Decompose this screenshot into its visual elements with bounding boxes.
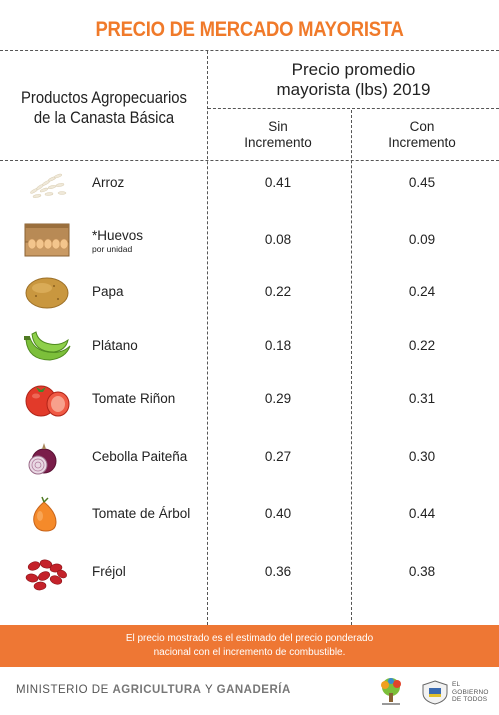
tree-tomato-icon: [33, 496, 57, 532]
price-sin-incremento: 0.27: [264, 449, 292, 464]
plantain-icon: [24, 331, 71, 361]
table-row: Tomate de Árbol 0.40 0.44: [0, 486, 499, 544]
price-con-incremento: 0.30: [408, 449, 436, 464]
products-header-line2: de la Canasta Básica: [33, 109, 175, 127]
beans-icon: [25, 559, 67, 591]
price-header-line2: mayorista (lbs) 2019: [276, 80, 431, 99]
price-sin-incremento: 0.22: [264, 284, 292, 299]
footnote-line2: nacional con el incremento de combustibl…: [153, 647, 346, 658]
rice-icon: [30, 173, 67, 198]
page-title: PRECIO DE MERCADO MAYORISTA: [95, 18, 404, 41]
egg-carton-icon: [24, 223, 70, 257]
product-name-text: *Huevos: [92, 228, 144, 243]
price-sin-incremento: 0.18: [264, 338, 292, 353]
col-header-con-incremento: Con Incremento: [352, 119, 492, 151]
col-header-sin-line1: Sin: [268, 119, 288, 134]
table-row: Plátano 0.18 0.22: [0, 318, 499, 376]
product-name: Plátano: [92, 338, 138, 353]
product-name: Arroz: [92, 175, 125, 190]
product-name: Tomate Riñon: [92, 391, 176, 406]
col-header-sin-line2: Incremento: [244, 135, 312, 150]
price-con-incremento: 0.38: [408, 564, 436, 579]
footnote-banner: El precio mostrado es el estimado del pr…: [0, 625, 499, 667]
onion-icon: [28, 443, 57, 475]
col-header-sin-incremento: Sin Incremento: [208, 119, 348, 151]
col-header-con-line1: Con: [409, 119, 435, 134]
price-sin-incremento: 0.40: [264, 506, 292, 521]
price-sin-incremento: 0.36: [264, 564, 292, 579]
table-row: Cebolla Paiteña 0.27 0.30: [0, 429, 499, 487]
product-unit-note: por unidad: [92, 244, 133, 254]
table-row: *Huevos por unidad 0.08 0.09: [0, 212, 499, 270]
price-con-incremento: 0.44: [408, 506, 436, 521]
footer: MINISTERIO DE AGRICULTURA Y GANADERÍA EL…: [0, 667, 499, 715]
title-divider: [0, 50, 499, 51]
subheader-divider: [208, 108, 499, 109]
price-header-line1: Precio promedio: [291, 60, 416, 79]
footnote-line1: El precio mostrado es el estimado del pr…: [125, 633, 374, 644]
product-name: Cebolla Paiteña: [92, 449, 188, 464]
price-con-incremento: 0.09: [408, 232, 436, 247]
product-name: Fréjol: [92, 564, 126, 579]
price-sin-incremento: 0.08: [264, 232, 292, 247]
product-name: *Huevos por unidad: [92, 228, 143, 254]
government-logo-text: EL GOBIERNO DE TODOS: [452, 681, 489, 703]
tree-logo-icon: [381, 678, 401, 705]
price-con-incremento: 0.45: [408, 175, 436, 190]
products-header-line1: Productos Agropecuarios: [21, 89, 187, 107]
price-con-incremento: 0.24: [408, 284, 436, 299]
potato-icon: [25, 277, 69, 309]
table-row: Papa 0.22 0.24: [0, 264, 499, 322]
tomato-icon: [25, 385, 70, 417]
price-con-incremento: 0.22: [408, 338, 436, 353]
header-divider: [0, 160, 499, 161]
table-row: Fréjol 0.36 0.38: [0, 544, 499, 602]
products-header: Productos Agropecuarios de la Canasta Bá…: [10, 88, 197, 128]
table-row: Arroz 0.41 0.45: [0, 155, 499, 213]
government-shield-icon: [422, 680, 448, 705]
product-name: Tomate de Árbol: [92, 506, 191, 521]
col-header-con-line2: Incremento: [388, 135, 456, 150]
price-sin-incremento: 0.29: [264, 391, 292, 406]
price-header: Precio promedio mayorista (lbs) 2019: [208, 60, 499, 100]
column-divider-values: [351, 110, 352, 625]
price-con-incremento: 0.31: [408, 391, 436, 406]
table-row: Tomate Riñon 0.29 0.31: [0, 371, 499, 429]
ministry-name: MINISTERIO DE AGRICULTURA Y GANADERÍA: [16, 684, 291, 696]
price-sin-incremento: 0.41: [264, 175, 292, 190]
product-name: Papa: [92, 284, 124, 299]
column-divider-main: [207, 51, 208, 625]
